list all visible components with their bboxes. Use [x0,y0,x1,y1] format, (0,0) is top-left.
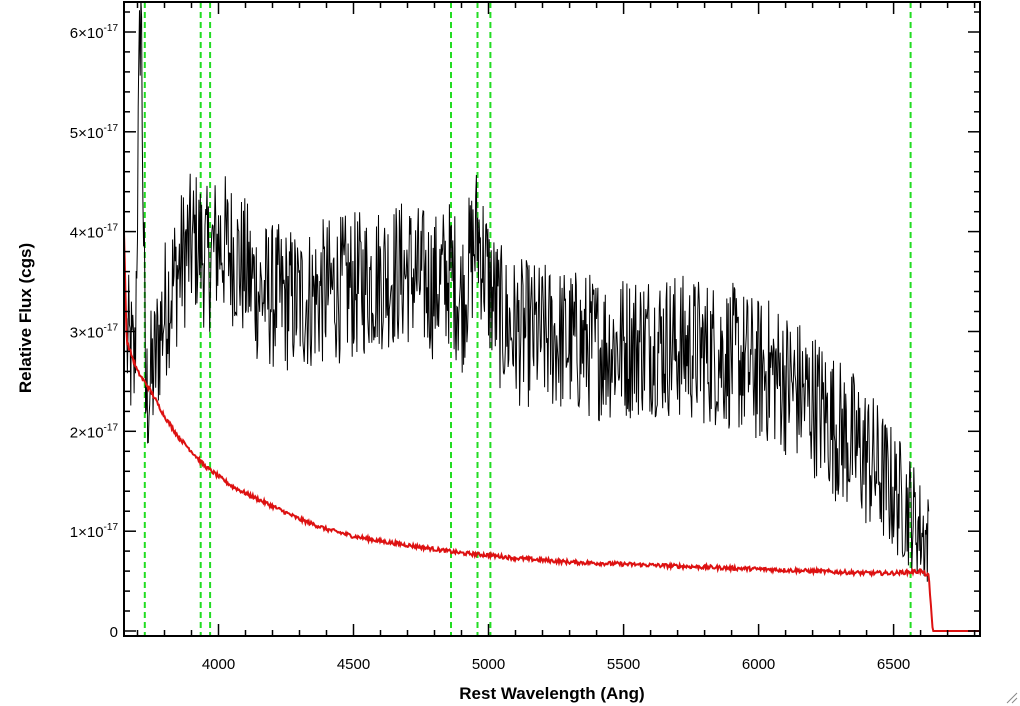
y-tick-label-0: 0 [110,624,118,641]
y-axis-label: Relative Flux (cgs) [16,243,35,393]
series-layer [124,2,980,632]
resize-grip-icon[interactable] [1004,690,1018,704]
series-1-line [124,232,980,632]
y-tick-label-4: 4×10-17 [70,223,119,242]
y-tick-label-5: 5×10-17 [70,123,119,142]
y-tick-label-3: 3×10-17 [70,323,119,342]
y-tick-label-1: 1×10-17 [70,522,119,541]
x-tick-label-1: 4500 [337,656,370,673]
x-axis-label: Rest Wavelength (Ang) [459,684,644,703]
y-tick-label-6: 6×10-17 [70,23,119,42]
vertical-line-markers [143,2,912,636]
plot-frame [123,1,981,637]
y-tick-label-2: 2×10-17 [70,422,119,441]
series-0-line [126,2,930,582]
x-tick-label-2: 5000 [472,656,505,673]
x-tick-label-0: 4000 [202,656,235,673]
axis-tick-labels: 4000 4500 5000 5500 6000 6500 0 1×10-17 2×10-17 3… [70,23,911,673]
x-tick-label-5: 6500 [877,656,910,673]
x-tick-label-3: 5500 [607,656,640,673]
x-tick-label-4: 6000 [742,656,775,673]
axis-ticks [124,2,980,636]
